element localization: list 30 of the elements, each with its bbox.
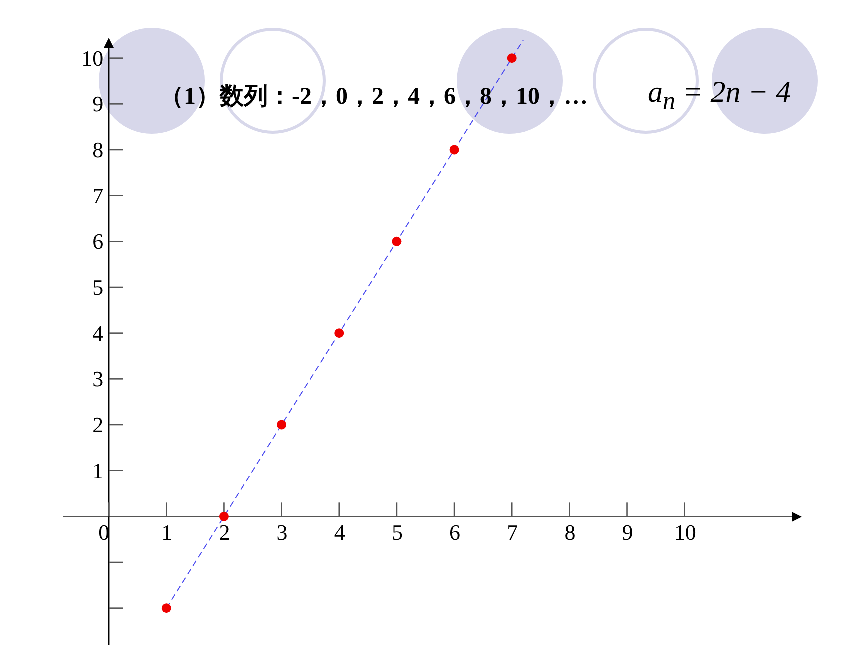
y-tick-label: 2 (92, 412, 104, 438)
x-tick-label: 2 (219, 520, 230, 546)
x-tick-label: 9 (622, 520, 634, 546)
x-tick-label: 3 (276, 520, 288, 546)
x-tick-label: 8 (564, 520, 576, 546)
x-tick-label: 5 (392, 520, 403, 546)
point (392, 236, 402, 246)
point (219, 512, 229, 522)
x-tick-label: 4 (334, 520, 346, 546)
point (277, 420, 287, 430)
y-tick-label: 8 (92, 138, 104, 162)
x-tick-label: 10 (674, 520, 696, 546)
y-tick-label: 7 (92, 183, 104, 208)
y-tick-label: 9 (92, 92, 104, 117)
y-tick-label: 6 (92, 229, 104, 254)
text: （1）数列：-2，0，2，4，6，8，10，… (160, 83, 588, 112)
x-tick-label: 0 (98, 520, 110, 546)
y-tick-label: 1 (92, 458, 104, 484)
y-tick-label: 3 (92, 366, 104, 392)
y-tick-label: 10 (82, 46, 104, 71)
y-tick-label: 4 (92, 320, 104, 346)
annotation: a$_{n}$ = 2n − 4 (648, 76, 791, 115)
x-tick-label: 1 (162, 520, 173, 546)
point (334, 328, 344, 338)
point (162, 604, 172, 614)
x-tick-label: 6 (450, 520, 461, 546)
x-tick-label: 7 (507, 520, 518, 546)
point (450, 145, 460, 155)
point (507, 54, 517, 64)
y-tick-label: 5 (92, 275, 104, 300)
